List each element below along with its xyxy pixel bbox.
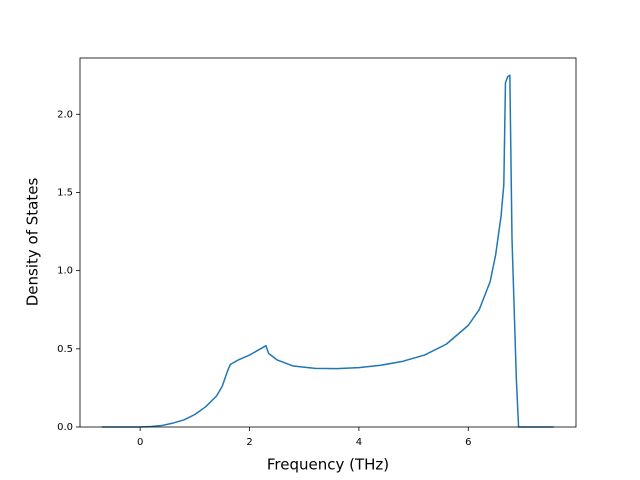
x-tick-label: 6 — [465, 437, 471, 448]
y-tick-label: 0.0 — [57, 422, 73, 433]
line-series — [101, 74, 554, 428]
y-tick-label: 0.5 — [57, 344, 73, 355]
y-tick-label: 1.0 — [57, 266, 73, 277]
x-tick-label: 0 — [137, 437, 143, 448]
y-tick-label: 2.0 — [57, 109, 73, 120]
x-tick-label: 2 — [246, 437, 252, 448]
x-axis-title: Frequency (THz) — [267, 456, 389, 474]
y-tick-label: 1.5 — [57, 187, 73, 198]
x-tick-label: 4 — [356, 437, 362, 448]
y-axis-title: Density of States — [24, 178, 42, 307]
plot-frame — [79, 57, 577, 428]
